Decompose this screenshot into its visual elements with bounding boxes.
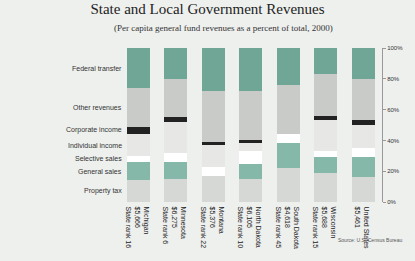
svg-text:State and Local Government Rev: State and Local Government Revenues	[90, 1, 324, 17]
svg-text:North Dakota$6,105State rank 1: North Dakota$6,105State rank 10	[237, 207, 262, 249]
svg-text:United States$5,461: United States$5,461	[354, 207, 370, 250]
svg-text:(Per capita general fund reven: (Per capita general fund revenues as a p…	[114, 23, 333, 33]
svg-text:80%: 80%	[387, 76, 400, 82]
svg-text:Source: U.S. Census Bureau: Source: U.S. Census Bureau	[338, 237, 402, 243]
svg-text:Wisconsin$5,688State rank 15: Wisconsin$5,688State rank 15	[312, 207, 337, 249]
svg-text:Federal transfer: Federal transfer	[72, 65, 122, 72]
svg-text:20%: 20%	[387, 168, 400, 174]
svg-text:Other revenues: Other revenues	[73, 104, 122, 111]
svg-text:0%: 0%	[387, 199, 396, 205]
svg-text:Individual income: Individual income	[68, 142, 122, 149]
svg-text:Selective sales: Selective sales	[75, 155, 122, 162]
svg-text:Michigan$5,666State rank 16: Michigan$5,666State rank 16	[125, 207, 150, 249]
svg-text:Corporate income: Corporate income	[66, 126, 122, 134]
svg-text:100%: 100%	[387, 45, 403, 51]
svg-text:Minnesota$6,275State rank 6: Minnesota$6,275State rank 6	[162, 207, 187, 245]
svg-text:60%: 60%	[387, 107, 400, 113]
svg-text:Montana$5,376State rank 22: Montana$5,376State rank 22	[200, 207, 225, 249]
svg-text:General sales: General sales	[78, 168, 122, 175]
svg-text:South Dakota$4,618State rank 4: South Dakota$4,618State rank 45	[275, 207, 300, 250]
svg-text:40%: 40%	[387, 138, 400, 144]
svg-text:Property tax: Property tax	[84, 187, 122, 195]
